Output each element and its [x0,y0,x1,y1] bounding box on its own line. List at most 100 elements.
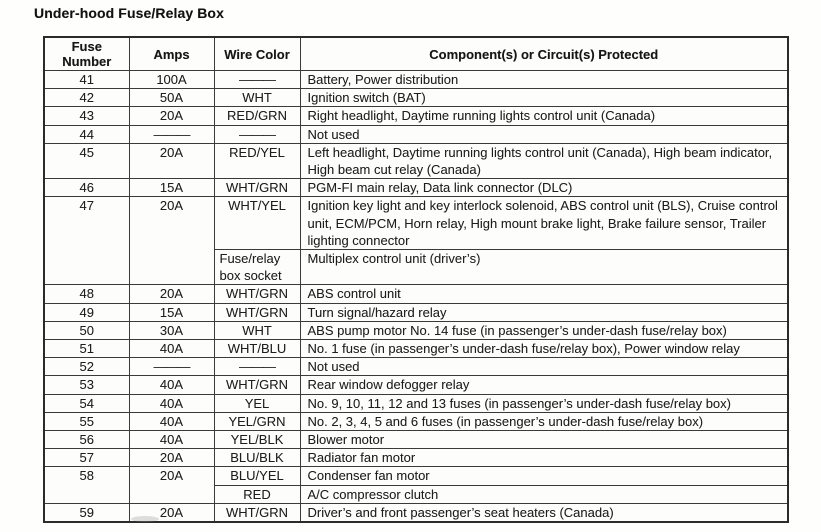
wire-color-cell: WHT/GRN [213,302,301,322]
table-row: Fuse/relay box socket Multiplex control … [44,249,789,286]
fuse-number-cell: 46 [43,178,130,198]
fuse-number-cell: 41 [43,69,130,90]
component-cell: Blower motor [299,430,789,450]
component-cell: Condenser fan motor [299,466,789,486]
amps-cell: 50A [128,88,215,108]
wire-color-cell: ——— [213,69,301,90]
fuse-number-cell: 53 [43,375,130,395]
amps-cell: 20A [128,196,215,286]
component-cell: Left headlight, Daytime running lights c… [299,142,789,180]
component-cell: Not used [299,357,789,377]
component-cell: Turn signal/hazard relay [299,302,789,322]
wire-color-cell: WHT [213,320,301,341]
amps-cell: 15A [128,302,215,322]
table-row: 58 20A BLU/YEL Condenser fan motor [43,466,789,504]
component-cell: Ignition key light and key interlock sol… [299,196,789,251]
table-row: 44 ——— ——— Not used [43,124,789,144]
component-cell: Radiator fan motor [299,448,789,468]
header-wire-color: Wire Color [213,36,301,71]
amps-cell: ——— [128,357,215,377]
component-cell: No. 9, 10, 11, 12 and 13 fuses (in passe… [299,393,789,413]
table-row: 55 40A YEL/GRN No. 2, 3, 4, 5 and 6 fuse… [43,411,789,432]
wire-color-cell: BLU/BLK [213,448,301,468]
amps-cell: 20A [128,106,215,126]
wire-color-cell: Fuse/relay box socket [213,249,301,286]
wire-color-cell: WHT/BLU [213,339,301,359]
amps-cell: 20A [128,142,215,180]
amps-cell: 40A [128,375,215,395]
component-cell: ABS pump motor No. 14 fuse (in passenger… [299,320,789,341]
wire-color-cell: YEL/BLK [213,430,301,450]
wire-color-cell: WHT/GRN [213,502,301,523]
wire-color-cell: RED/YEL [213,142,301,180]
amps-cell: 30A [128,320,215,341]
table-row: 45 20A RED/YEL Left headlight, Daytime r… [43,142,789,180]
table-row: RED A/C compressor clutch [44,484,789,504]
fuse-number-cell: 55 [43,411,130,432]
wire-color-cell: WHT [213,88,301,108]
table-row: 42 50A WHT Ignition switch (BAT) [43,88,789,108]
table-row: 56 40A YEL/BLK Blower motor [43,430,789,450]
fuse-table-body: 41 100A ——— Battery, Power distribution … [43,69,789,523]
component-cell: ABS control unit [299,284,789,304]
component-cell: No. 2, 3, 4, 5 and 6 fuses (in passenger… [299,411,789,432]
table-row: 54 40A YEL No. 9, 10, 11, 12 and 13 fuse… [43,393,789,413]
amps-cell: ——— [128,124,215,144]
wire-color-cell: WHT/GRN [213,375,301,395]
table-row: 47 20A WHT/YEL Ignition key light and ke… [43,196,789,286]
header-fuse-number: Fuse Number [43,36,130,71]
fuse-number-cell: 50 [43,320,130,341]
component-cell: Driver’s and front passenger’s seat heat… [299,502,789,523]
fuse-table: Fuse Number Amps Wire Color Component(s)… [43,36,789,524]
header-amps: Amps [128,36,215,71]
amps-cell: 20A [128,502,215,523]
wire-color-cell: WHT/YEL [213,196,301,251]
component-cell: A/C compressor clutch [299,484,789,504]
amps-cell: 20A [128,466,215,504]
amps-cell: 20A [128,448,215,468]
amps-cell: 20A [128,284,215,304]
table-row: 52 ——— ——— Not used [43,357,789,377]
component-cell: Battery, Power distribution [299,69,789,90]
fuse-number-cell: 42 [43,88,130,108]
component-cell: No. 1 fuse (in passenger’s under-dash fu… [299,339,789,359]
wire-color-cell: YEL/GRN [213,411,301,432]
table-row: 48 20A WHT/GRN ABS control unit [43,284,789,304]
fuse-number-cell: 54 [43,393,130,413]
fuse-number-cell: 58 [43,466,130,504]
wire-color-cell: YEL [213,393,301,413]
fuse-number-cell: 45 [43,142,130,180]
amps-cell: 40A [128,339,215,359]
wire-color-cell: ——— [213,124,301,144]
amps-cell: 15A [128,178,215,198]
amps-cell: 40A [128,430,215,450]
fuse-table-header: Fuse Number Amps Wire Color Component(s)… [43,36,789,71]
wire-color-cell: WHT/GRN [213,178,301,198]
table-row: 51 40A WHT/BLU No. 1 fuse (in passenger’… [43,339,789,359]
wire-color-cell: WHT/GRN [213,284,301,304]
fuse-number-cell: 51 [43,339,130,359]
fuse-number-cell: 56 [43,430,130,450]
wire-color-cell: BLU/YEL [213,466,301,486]
wire-color-cell: ——— [213,357,301,377]
fuse-number-cell: 59 [43,502,130,523]
component-cell: Right headlight, Daytime running lights … [299,106,789,126]
component-cell: Rear window defogger relay [299,375,789,395]
amps-cell: 100A [128,69,215,90]
header-row: Fuse Number Amps Wire Color Component(s)… [43,36,789,71]
scan-artifact-smudge [131,516,159,522]
component-cell: Multiplex control unit (driver’s) [299,249,789,286]
table-row: 49 15A WHT/GRN Turn signal/hazard relay [43,302,789,322]
page-title: Under-hood Fuse/Relay Box [34,5,224,21]
table-row: 46 15A WHT/GRN PGM-FI main relay, Data l… [43,178,789,198]
fuse-number-cell: 47 [43,196,130,286]
fuse-number-cell: 52 [43,357,130,377]
wire-color-cell: RED [213,484,301,504]
component-cell: PGM-FI main relay, Data link connector (… [299,178,789,198]
header-component: Component(s) or Circuit(s) Protected [299,36,789,71]
table-row: 41 100A ——— Battery, Power distribution [43,69,789,90]
fuse-number-cell: 57 [43,448,130,468]
table-row: 50 30A WHT ABS pump motor No. 14 fuse (i… [43,320,789,341]
component-cell: Not used [299,124,789,144]
